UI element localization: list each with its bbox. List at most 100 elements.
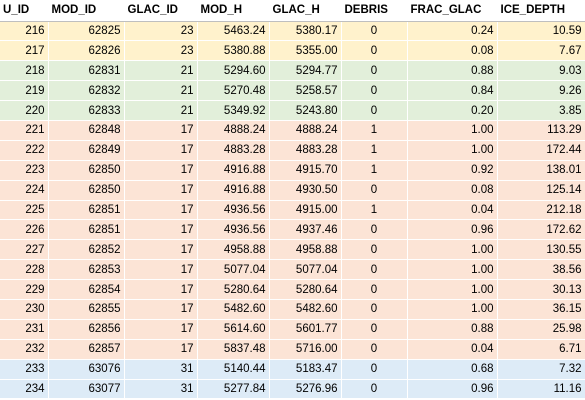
mod-h-cell[interactable]: 5294.60 bbox=[197, 60, 270, 82]
frac-glac-cell[interactable]: 0.88 bbox=[407, 60, 498, 82]
u-id-cell[interactable]: 229 bbox=[0, 279, 49, 300]
debris-cell[interactable]: 0 bbox=[341, 279, 408, 300]
col-header-glac-id[interactable]: GLAC_ID bbox=[124, 0, 198, 22]
ice-depth-cell[interactable]: 10.59 bbox=[497, 21, 585, 42]
ice-depth-cell[interactable]: 30.13 bbox=[497, 279, 585, 300]
mod-h-cell[interactable]: 5614.60 bbox=[197, 319, 270, 340]
frac-glac-cell[interactable]: 0.08 bbox=[407, 180, 498, 201]
mod-id-cell[interactable]: 62825 bbox=[48, 21, 125, 42]
glac-h-cell[interactable]: 5355.00 bbox=[269, 40, 342, 62]
glac-id-cell[interactable]: 23 bbox=[124, 21, 198, 42]
u-id-cell[interactable]: 226 bbox=[0, 219, 49, 241]
glac-id-cell[interactable]: 17 bbox=[124, 200, 198, 221]
debris-cell[interactable]: 0 bbox=[341, 259, 408, 281]
mod-id-cell[interactable]: 62856 bbox=[48, 319, 125, 340]
ice-depth-cell[interactable]: 3.85 bbox=[497, 100, 585, 121]
glac-id-cell[interactable]: 17 bbox=[124, 299, 198, 320]
u-id-cell[interactable]: 231 bbox=[0, 319, 49, 340]
debris-cell[interactable]: 1 bbox=[341, 120, 408, 141]
debris-cell[interactable]: 0 bbox=[341, 180, 408, 201]
glac-h-cell[interactable]: 4915.00 bbox=[269, 200, 342, 221]
mod-id-cell[interactable]: 62850 bbox=[48, 180, 125, 201]
u-id-cell[interactable]: 218 bbox=[0, 60, 49, 82]
mod-h-cell[interactable]: 4916.88 bbox=[197, 180, 270, 201]
glac-h-cell[interactable]: 4888.24 bbox=[269, 120, 342, 141]
mod-id-cell[interactable]: 62831 bbox=[48, 60, 125, 82]
mod-h-cell[interactable]: 5140.44 bbox=[197, 359, 270, 380]
col-header-mod-id[interactable]: MOD_ID bbox=[48, 0, 125, 22]
ice-depth-cell[interactable]: 138.01 bbox=[497, 160, 585, 181]
frac-glac-cell[interactable]: 0.68 bbox=[407, 359, 498, 380]
glac-h-cell[interactable]: 4930.50 bbox=[269, 180, 342, 201]
mod-id-cell[interactable]: 62855 bbox=[48, 299, 125, 320]
frac-glac-cell[interactable]: 0.24 bbox=[407, 21, 498, 42]
debris-cell[interactable]: 0 bbox=[341, 60, 408, 82]
glac-id-cell[interactable]: 17 bbox=[124, 279, 198, 300]
frac-glac-cell[interactable]: 0.92 bbox=[407, 160, 498, 181]
ice-depth-cell[interactable]: 172.62 bbox=[497, 219, 585, 241]
glac-h-cell[interactable]: 5183.47 bbox=[269, 359, 342, 380]
glac-id-cell[interactable]: 17 bbox=[124, 180, 198, 201]
glac-h-cell[interactable]: 4915.70 bbox=[269, 160, 342, 181]
col-header-frac-glac[interactable]: FRAC_GLAC bbox=[407, 0, 498, 22]
glac-id-cell[interactable]: 17 bbox=[124, 140, 198, 161]
u-id-cell[interactable]: 223 bbox=[0, 160, 49, 181]
glac-h-cell[interactable]: 5294.77 bbox=[269, 60, 342, 82]
u-id-cell[interactable]: 220 bbox=[0, 100, 49, 121]
debris-cell[interactable]: 0 bbox=[341, 239, 408, 261]
frac-glac-cell[interactable]: 0.84 bbox=[407, 80, 498, 102]
frac-glac-cell[interactable]: 0.96 bbox=[407, 219, 498, 241]
glac-h-cell[interactable]: 4937.46 bbox=[269, 219, 342, 241]
glac-h-cell[interactable]: 5280.64 bbox=[269, 279, 342, 300]
mod-h-cell[interactable]: 4916.88 bbox=[197, 160, 270, 181]
glac-h-cell[interactable]: 5601.77 bbox=[269, 319, 342, 340]
frac-glac-cell[interactable]: 1.00 bbox=[407, 140, 498, 161]
glac-id-cell[interactable]: 17 bbox=[124, 160, 198, 181]
frac-glac-cell[interactable]: 1.00 bbox=[407, 120, 498, 141]
frac-glac-cell[interactable]: 1.00 bbox=[407, 279, 498, 300]
debris-cell[interactable]: 1 bbox=[341, 140, 408, 161]
mod-id-cell[interactable]: 62826 bbox=[48, 40, 125, 62]
ice-depth-cell[interactable]: 25.98 bbox=[497, 319, 585, 340]
debris-cell[interactable]: 1 bbox=[341, 200, 408, 221]
debris-cell[interactable]: 0 bbox=[341, 100, 408, 121]
ice-depth-cell[interactable]: 125.14 bbox=[497, 180, 585, 201]
glac-id-cell[interactable]: 21 bbox=[124, 80, 198, 102]
mod-h-cell[interactable]: 5463.24 bbox=[197, 21, 270, 42]
ice-depth-cell[interactable]: 11.16 bbox=[497, 379, 585, 400]
debris-cell[interactable]: 0 bbox=[341, 80, 408, 102]
frac-glac-cell[interactable]: 1.00 bbox=[407, 259, 498, 281]
col-header-debris[interactable]: DEBRIS bbox=[341, 0, 408, 22]
glac-id-cell[interactable]: 17 bbox=[124, 239, 198, 261]
glac-id-cell[interactable]: 31 bbox=[124, 359, 198, 380]
u-id-cell[interactable]: 233 bbox=[0, 359, 49, 380]
u-id-cell[interactable]: 222 bbox=[0, 140, 49, 161]
mod-h-cell[interactable]: 4936.56 bbox=[197, 219, 270, 241]
ice-depth-cell[interactable]: 113.29 bbox=[497, 120, 585, 141]
u-id-cell[interactable]: 225 bbox=[0, 200, 49, 221]
mod-id-cell[interactable]: 62833 bbox=[48, 100, 125, 121]
mod-id-cell[interactable]: 63077 bbox=[48, 379, 125, 400]
ice-depth-cell[interactable]: 38.56 bbox=[497, 259, 585, 281]
glac-id-cell[interactable]: 17 bbox=[124, 339, 198, 360]
glac-h-cell[interactable]: 5276.96 bbox=[269, 379, 342, 400]
ice-depth-cell[interactable]: 9.26 bbox=[497, 80, 585, 102]
col-header-u-id[interactable]: U_ID bbox=[0, 0, 49, 22]
mod-h-cell[interactable]: 5077.04 bbox=[197, 259, 270, 281]
u-id-cell[interactable]: 216 bbox=[0, 21, 49, 42]
debris-cell[interactable]: 1 bbox=[341, 160, 408, 181]
ice-depth-cell[interactable]: 6.71 bbox=[497, 339, 585, 360]
debris-cell[interactable]: 0 bbox=[341, 359, 408, 380]
glac-id-cell[interactable]: 21 bbox=[124, 100, 198, 121]
col-header-ice-depth[interactable]: ICE_DEPTH bbox=[497, 0, 585, 22]
u-id-cell[interactable]: 217 bbox=[0, 40, 49, 62]
mod-h-cell[interactable]: 5380.88 bbox=[197, 40, 270, 62]
debris-cell[interactable]: 0 bbox=[341, 339, 408, 360]
mod-h-cell[interactable]: 4883.28 bbox=[197, 140, 270, 161]
mod-h-cell[interactable]: 5280.64 bbox=[197, 279, 270, 300]
glac-h-cell[interactable]: 5243.80 bbox=[269, 100, 342, 121]
ice-depth-cell[interactable]: 36.15 bbox=[497, 299, 585, 320]
glac-h-cell[interactable]: 5716.00 bbox=[269, 339, 342, 360]
frac-glac-cell[interactable]: 0.04 bbox=[407, 339, 498, 360]
u-id-cell[interactable]: 227 bbox=[0, 239, 49, 261]
